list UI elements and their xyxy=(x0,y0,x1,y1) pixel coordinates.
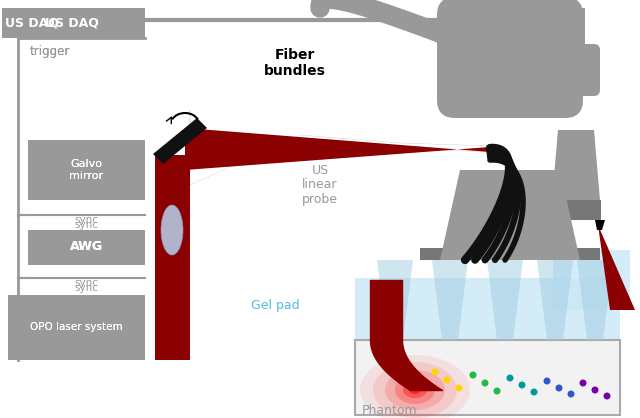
Polygon shape xyxy=(552,130,600,200)
Text: trigger: trigger xyxy=(30,46,70,59)
Polygon shape xyxy=(420,248,600,260)
Text: US
linear
probe: US linear probe xyxy=(302,163,338,206)
Ellipse shape xyxy=(456,385,463,392)
Ellipse shape xyxy=(518,382,525,388)
FancyBboxPatch shape xyxy=(28,230,145,265)
Ellipse shape xyxy=(481,380,488,387)
FancyBboxPatch shape xyxy=(437,0,583,118)
Text: trigger: trigger xyxy=(30,46,70,59)
Polygon shape xyxy=(595,220,605,230)
FancyBboxPatch shape xyxy=(552,44,600,96)
Text: AWG: AWG xyxy=(69,240,102,253)
Text: Galvo
mirror: Galvo mirror xyxy=(69,159,103,181)
Polygon shape xyxy=(577,260,613,340)
Ellipse shape xyxy=(506,375,513,382)
FancyBboxPatch shape xyxy=(2,8,145,38)
Text: Gel pad: Gel pad xyxy=(251,298,300,311)
Text: Galvo
mirror: Galvo mirror xyxy=(69,159,103,181)
Ellipse shape xyxy=(556,385,563,392)
Polygon shape xyxy=(432,260,468,340)
Ellipse shape xyxy=(161,205,183,255)
Ellipse shape xyxy=(385,370,445,410)
Polygon shape xyxy=(153,118,207,164)
Ellipse shape xyxy=(360,355,470,418)
Polygon shape xyxy=(185,128,490,170)
Text: sync: sync xyxy=(74,215,98,225)
Ellipse shape xyxy=(591,387,598,393)
Ellipse shape xyxy=(543,377,550,385)
FancyBboxPatch shape xyxy=(28,140,145,200)
Polygon shape xyxy=(553,200,601,220)
Polygon shape xyxy=(537,260,573,340)
Ellipse shape xyxy=(395,376,435,404)
Ellipse shape xyxy=(604,393,611,400)
Ellipse shape xyxy=(493,387,500,395)
Text: OPO laser system: OPO laser system xyxy=(29,322,122,332)
Polygon shape xyxy=(355,340,620,415)
Polygon shape xyxy=(355,278,620,340)
Polygon shape xyxy=(568,8,585,50)
Text: sync: sync xyxy=(74,283,98,293)
Ellipse shape xyxy=(373,362,457,418)
Ellipse shape xyxy=(579,380,586,387)
Polygon shape xyxy=(190,110,490,185)
Polygon shape xyxy=(440,170,580,260)
Polygon shape xyxy=(487,260,523,340)
Ellipse shape xyxy=(470,372,477,379)
Ellipse shape xyxy=(409,386,421,394)
Ellipse shape xyxy=(531,388,538,395)
Polygon shape xyxy=(553,250,630,310)
Ellipse shape xyxy=(444,377,451,383)
Text: AWG: AWG xyxy=(69,240,102,253)
Text: US DAQ: US DAQ xyxy=(45,16,99,30)
Text: OPO laser system: OPO laser system xyxy=(29,322,122,332)
Text: sync: sync xyxy=(74,278,98,288)
Polygon shape xyxy=(598,225,635,310)
Text: US DAQ: US DAQ xyxy=(5,16,59,30)
FancyBboxPatch shape xyxy=(8,295,145,360)
Text: Phantom: Phantom xyxy=(362,403,418,416)
Ellipse shape xyxy=(568,390,575,398)
Polygon shape xyxy=(377,260,413,340)
Text: sync: sync xyxy=(74,220,98,230)
Ellipse shape xyxy=(431,369,438,375)
Ellipse shape xyxy=(403,382,427,398)
Text: Fiber
bundles: Fiber bundles xyxy=(264,48,326,78)
Polygon shape xyxy=(155,155,190,360)
